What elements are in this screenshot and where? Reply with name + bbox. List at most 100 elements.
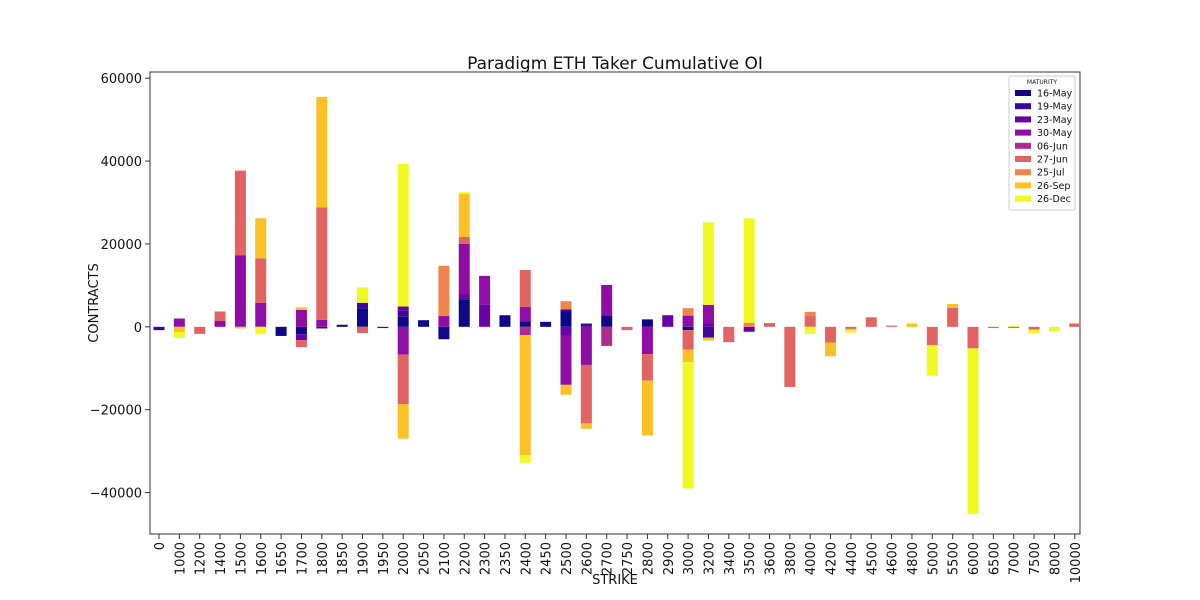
bar-segment-26-sep-2200: [458, 193, 470, 237]
bar-segment-27-jun-3600: [764, 323, 775, 327]
bar-segment-23-may-3200: [702, 323, 714, 327]
y-tick-label: −40000: [90, 487, 142, 502]
bar-segment-19-may-1950: [377, 326, 389, 329]
bar-segment-25-jul-3500: [743, 322, 755, 327]
y-axis-label: CONTRACTS: [87, 263, 102, 342]
y-tick-label: 20000: [101, 238, 142, 253]
y-tick-label: −20000: [90, 404, 142, 419]
bar-segment-27-jun-7500: [1028, 326, 1040, 330]
bar-segment-27-jun-4500: [865, 317, 877, 327]
bar-segment-26-dec-1000: [173, 332, 185, 339]
legend-swatch: [1015, 116, 1031, 123]
legend-swatch: [1015, 142, 1031, 149]
bar-segment-30-may-3200: [702, 304, 714, 324]
y-tick-label: 60000: [101, 72, 142, 87]
legend-swatch: [1015, 129, 1031, 136]
bar-segment-26-dec-7000: [1008, 325, 1020, 327]
bar-segment-26-sep-4200: [825, 342, 837, 357]
bar-segment-30-may-2200: [458, 243, 470, 295]
bar-segment-16-may-2700: [601, 315, 613, 327]
bar-segment-26-sep-1700: [295, 307, 307, 310]
legend-entry: 25-Jul: [1037, 168, 1065, 179]
x-tick-label: 1950: [377, 542, 392, 575]
bar-segment-06-jun-2700: [601, 326, 613, 346]
bar-segment-23-may-2900: [662, 315, 674, 327]
bar-segment-30-may-1800: [316, 319, 328, 327]
bar-segment-26-dec-2400: [519, 455, 531, 463]
bar-segment-26-dec-4000: [804, 326, 816, 334]
x-axis: 0 1000 1200 1400 1500 1600 1650 1700 1800 1850 190…: [153, 534, 1084, 583]
bar-segment-27-jun-4400: [845, 326, 857, 329]
bar-segment-26-dec-4800: [906, 322, 918, 324]
legend-swatch: [1015, 195, 1031, 202]
bar-segment-27-jun-4000: [804, 316, 816, 327]
legend-entry: 19-May: [1037, 102, 1073, 113]
legend-title: MATURITY: [1027, 79, 1057, 86]
x-tick-label: 2200: [458, 542, 473, 575]
bar-segment-30-may-1700: [295, 309, 307, 327]
x-tick-label: 8000: [1048, 542, 1063, 575]
bar-segment-27-jun-1200: [194, 326, 206, 334]
bar-segment-30-may-2000: [397, 326, 409, 355]
bar-segment-23-may-2500: [560, 326, 572, 336]
chart-title: Paradigm ETH Taker Cumulative OI: [467, 54, 763, 74]
bar-segment-26-sep-3200: [702, 337, 714, 341]
bar-segment-30-may-2400: [519, 306, 531, 322]
bar-segment-26-dec-2000: [397, 163, 409, 307]
bar-segment-27-jun-10000: [1069, 323, 1081, 327]
x-tick-label: 2450: [540, 542, 555, 575]
bar-segment-26-dec-6000: [967, 348, 979, 515]
legend-entry: 23-May: [1037, 115, 1073, 126]
bar-segment-30-may-1600: [255, 302, 267, 327]
bar-segment-26-sep-1500: [234, 326, 246, 329]
x-tick-label: 3000: [682, 542, 697, 575]
bar-segment-19-may-2600: [580, 323, 592, 327]
bar-segment-25-jul-2500: [560, 301, 572, 310]
bar-segment-26-dec-2200: [458, 192, 470, 194]
bar-segment-30-may-3000: [682, 315, 694, 327]
x-tick-label: 1200: [194, 542, 209, 575]
bar-segment-30-may-1000: [173, 318, 185, 327]
legend-swatch: [1015, 103, 1031, 110]
x-axis-label: STRIKE: [592, 573, 638, 588]
bar-segment-26-dec-1600: [255, 326, 267, 335]
bar-segment-26-sep-4800: [906, 323, 918, 327]
x-tick-label: 2350: [499, 542, 514, 575]
bar-segment-16-may-2350: [499, 315, 511, 327]
bars-layer: [153, 96, 1081, 515]
bar-segment-16-may-1650: [275, 326, 287, 336]
x-tick-label: 1400: [214, 542, 229, 575]
x-tick-label: 2400: [519, 542, 534, 575]
bar-segment-27-jun-5500: [947, 307, 959, 327]
bar-segment-26-sep-3000: [682, 349, 694, 363]
x-tick-label: 2000: [397, 542, 412, 575]
x-tick-label: 4500: [865, 542, 880, 575]
legend-entry: 16-May: [1037, 89, 1073, 100]
bar-segment-16-may-2400: [519, 321, 531, 327]
bar-segment-27-jun-3000: [682, 330, 694, 350]
legend-swatch: [1015, 182, 1031, 189]
x-tick-label: 2700: [601, 542, 616, 575]
bar-segment-30-may-2300: [479, 275, 491, 305]
bar-segment-27-jun-2000: [397, 354, 409, 405]
bar-segment-27-jun-5000: [926, 326, 938, 346]
bar-segment-30-may-2600: [580, 326, 592, 365]
bar-segment-30-may-1500: [234, 255, 246, 327]
bar-segment-16-may-3000: [682, 326, 694, 331]
bar-segment-27-jun-6500: [987, 326, 999, 329]
bar-segment-26-sep-2500: [560, 384, 572, 395]
x-tick-label: 3600: [764, 542, 779, 575]
bar-segment-16-may-2800: [641, 319, 653, 327]
plot-area: [149, 71, 1081, 535]
bar-segment-26-sep-2400: [519, 335, 531, 456]
bar-segment-26-sep-4400: [845, 328, 857, 331]
bar-segment-25-jul-2100: [438, 265, 450, 317]
x-tick-label: 7500: [1028, 542, 1043, 575]
x-tick-label: 3500: [743, 542, 758, 575]
x-tick-label: 1500: [234, 542, 249, 575]
legend-entry: 30-May: [1037, 128, 1073, 139]
bar-segment-27-jun-1800: [316, 207, 328, 320]
y-tick-label: 0: [134, 321, 142, 336]
legend-entry: 27-Jun: [1037, 155, 1068, 166]
